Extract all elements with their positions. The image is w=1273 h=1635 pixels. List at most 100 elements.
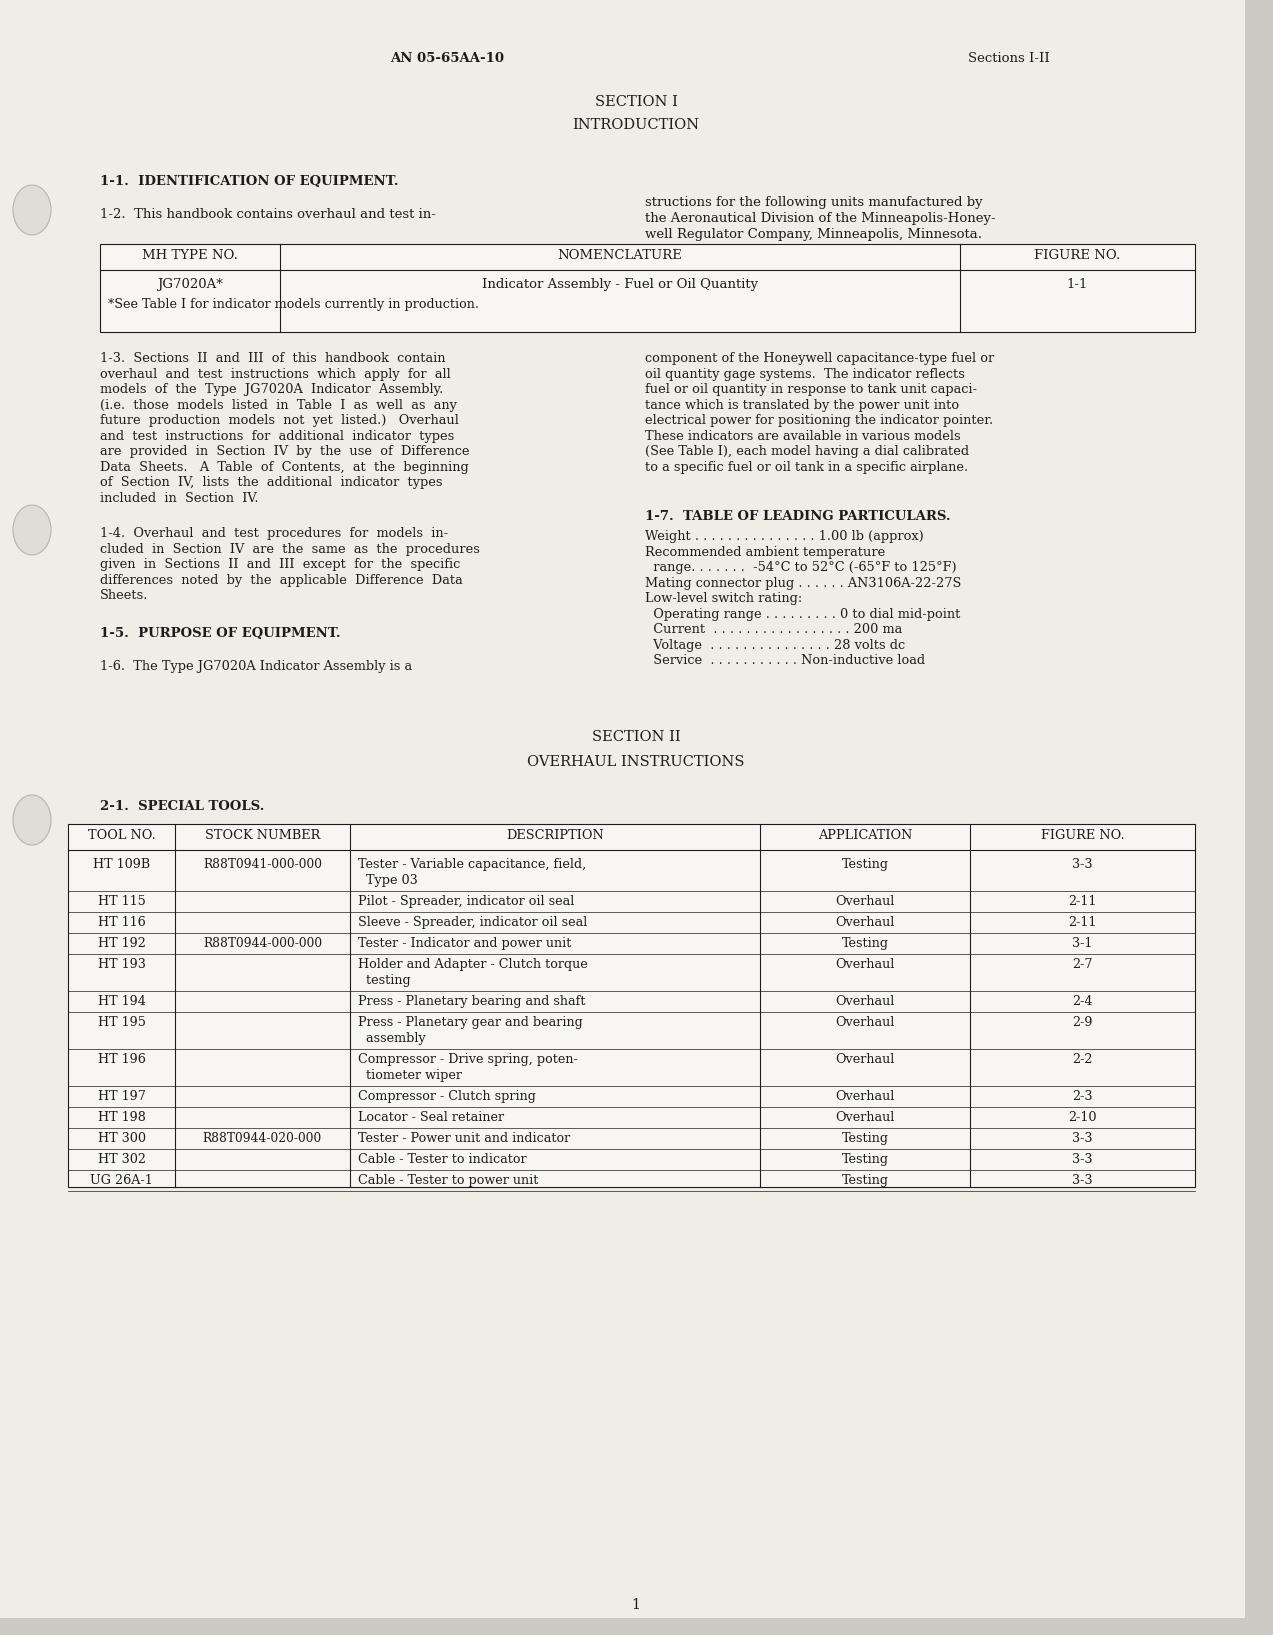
Text: 2-2: 2-2 <box>1072 1053 1092 1066</box>
Text: R88T0944-000-000: R88T0944-000-000 <box>202 937 322 950</box>
Text: JG7020A*: JG7020A* <box>157 278 223 291</box>
Text: MH TYPE NO.: MH TYPE NO. <box>143 249 238 262</box>
Text: AN 05-65AA-10: AN 05-65AA-10 <box>390 52 504 65</box>
Text: STOCK NUMBER: STOCK NUMBER <box>205 829 321 842</box>
Text: HT 197: HT 197 <box>98 1091 145 1104</box>
Text: and  test  instructions  for  additional  indicator  types: and test instructions for additional ind… <box>101 430 454 443</box>
Text: TOOL NO.: TOOL NO. <box>88 829 155 842</box>
Text: HT 196: HT 196 <box>98 1053 145 1066</box>
Ellipse shape <box>13 505 51 554</box>
Text: Recommended ambient temperature: Recommended ambient temperature <box>645 546 885 559</box>
Text: 2-7: 2-7 <box>1072 958 1092 971</box>
Text: Tester - Indicator and power unit: Tester - Indicator and power unit <box>358 937 572 950</box>
Text: R88T0944-020-000: R88T0944-020-000 <box>202 1131 322 1144</box>
Text: R88T0941-000-000: R88T0941-000-000 <box>202 858 322 871</box>
Text: 2-4: 2-4 <box>1072 996 1092 1009</box>
Text: cluded  in  Section  IV  are  the  same  as  the  procedures: cluded in Section IV are the same as the… <box>101 543 480 556</box>
Text: HT 109B: HT 109B <box>93 858 150 871</box>
Text: the Aeronautical Division of the Minneapolis-Honey-: the Aeronautical Division of the Minneap… <box>645 213 995 226</box>
Text: Operating range . . . . . . . . . 0 to dial mid-point: Operating range . . . . . . . . . 0 to d… <box>645 608 960 621</box>
Bar <box>1245 0 1273 1635</box>
Text: Compressor - Drive spring, poten-: Compressor - Drive spring, poten- <box>358 1053 578 1066</box>
Text: Testing: Testing <box>841 858 889 871</box>
Text: tiometer wiper: tiometer wiper <box>358 1069 462 1082</box>
Text: oil quantity gage systems.  The indicator reflects: oil quantity gage systems. The indicator… <box>645 368 965 381</box>
Text: structions for the following units manufactured by: structions for the following units manuf… <box>645 196 983 209</box>
Text: assembly: assembly <box>358 1032 425 1045</box>
Text: tance which is translated by the power unit into: tance which is translated by the power u… <box>645 399 959 412</box>
Text: Holder and Adapter - Clutch torque: Holder and Adapter - Clutch torque <box>358 958 588 971</box>
Text: Testing: Testing <box>841 1131 889 1144</box>
Text: 1-4.  Overhaul  and  test  procedures  for  models  in-: 1-4. Overhaul and test procedures for mo… <box>101 526 448 540</box>
Text: DESCRIPTION: DESCRIPTION <box>507 829 603 842</box>
Text: Data  Sheets.   A  Table  of  Contents,  at  the  beginning: Data Sheets. A Table of Contents, at the… <box>101 461 468 474</box>
Text: electrical power for positioning the indicator pointer.: electrical power for positioning the ind… <box>645 414 993 427</box>
Text: Voltage  . . . . . . . . . . . . . . . 28 volts dc: Voltage . . . . . . . . . . . . . . . 28… <box>645 639 905 651</box>
Text: 2-10: 2-10 <box>1068 1112 1097 1123</box>
Text: of  Section  IV,  lists  the  additional  indicator  types: of Section IV, lists the additional indi… <box>101 476 443 489</box>
Text: 1-1.  IDENTIFICATION OF EQUIPMENT.: 1-1. IDENTIFICATION OF EQUIPMENT. <box>101 175 398 188</box>
Text: Cable - Tester to indicator: Cable - Tester to indicator <box>358 1153 527 1166</box>
Text: Press - Planetary bearing and shaft: Press - Planetary bearing and shaft <box>358 996 586 1009</box>
Text: 2-11: 2-11 <box>1068 916 1096 929</box>
Text: included  in  Section  IV.: included in Section IV. <box>101 492 258 505</box>
Text: 2-3: 2-3 <box>1072 1091 1092 1104</box>
Text: Pilot - Spreader, indicator oil seal: Pilot - Spreader, indicator oil seal <box>358 894 574 907</box>
Text: Overhaul: Overhaul <box>835 916 895 929</box>
Text: are  provided  in  Section  IV  by  the  use  of  Difference: are provided in Section IV by the use of… <box>101 445 470 458</box>
Text: 1-3.  Sections  II  and  III  of  this  handbook  contain: 1-3. Sections II and III of this handboo… <box>101 352 446 365</box>
Text: 1: 1 <box>631 1597 640 1612</box>
Text: NOMENCLATURE: NOMENCLATURE <box>558 249 682 262</box>
Text: to a specific fuel or oil tank in a specific airplane.: to a specific fuel or oil tank in a spec… <box>645 461 969 474</box>
Text: (i.e.  those  models  listed  in  Table  I  as  well  as  any: (i.e. those models listed in Table I as … <box>101 399 457 412</box>
Text: Overhaul: Overhaul <box>835 894 895 907</box>
Ellipse shape <box>13 185 51 235</box>
Text: Sleeve - Spreader, indicator oil seal: Sleeve - Spreader, indicator oil seal <box>358 916 587 929</box>
Text: HT 195: HT 195 <box>98 1015 145 1028</box>
Text: HT 300: HT 300 <box>98 1131 145 1144</box>
Text: future  production  models  not  yet  listed.)   Overhaul: future production models not yet listed.… <box>101 414 458 427</box>
Text: Press - Planetary gear and bearing: Press - Planetary gear and bearing <box>358 1015 583 1028</box>
Text: 3-1: 3-1 <box>1072 937 1092 950</box>
Text: models  of  the  Type  JG7020A  Indicator  Assembly.: models of the Type JG7020A Indicator Ass… <box>101 383 443 396</box>
Text: Type 03: Type 03 <box>358 875 418 888</box>
Text: OVERHAUL INSTRUCTIONS: OVERHAUL INSTRUCTIONS <box>527 755 745 768</box>
Text: Sections I-II: Sections I-II <box>969 52 1050 65</box>
Text: HT 198: HT 198 <box>98 1112 145 1123</box>
Text: Overhaul: Overhaul <box>835 1053 895 1066</box>
Bar <box>101 244 1195 332</box>
Text: testing: testing <box>358 974 411 988</box>
Text: Indicator Assembly - Fuel or Oil Quantity: Indicator Assembly - Fuel or Oil Quantit… <box>482 278 757 291</box>
Bar <box>67 824 1195 1187</box>
Text: component of the Honeywell capacitance-type fuel or: component of the Honeywell capacitance-t… <box>645 352 994 365</box>
Text: Testing: Testing <box>841 1174 889 1187</box>
Text: FIGURE NO.: FIGURE NO. <box>1041 829 1124 842</box>
Text: 1-6.  The Type JG7020A Indicator Assembly is a: 1-6. The Type JG7020A Indicator Assembly… <box>101 661 412 674</box>
Text: 2-9: 2-9 <box>1072 1015 1092 1028</box>
Text: Locator - Seal retainer: Locator - Seal retainer <box>358 1112 504 1123</box>
Text: 2-1.  SPECIAL TOOLS.: 2-1. SPECIAL TOOLS. <box>101 800 265 813</box>
Text: Overhaul: Overhaul <box>835 958 895 971</box>
Text: Low-level switch rating:: Low-level switch rating: <box>645 592 802 605</box>
Text: HT 193: HT 193 <box>98 958 145 971</box>
Text: overhaul  and  test  instructions  which  apply  for  all: overhaul and test instructions which app… <box>101 368 451 381</box>
Text: SECTION II: SECTION II <box>592 729 680 744</box>
Text: FIGURE NO.: FIGURE NO. <box>1035 249 1120 262</box>
Text: Service  . . . . . . . . . . . Non-inductive load: Service . . . . . . . . . . . Non-induct… <box>645 654 925 667</box>
Bar <box>0 1619 1273 1635</box>
Text: Testing: Testing <box>841 937 889 950</box>
Text: HT 116: HT 116 <box>98 916 145 929</box>
Text: Current  . . . . . . . . . . . . . . . . . 200 ma: Current . . . . . . . . . . . . . . . . … <box>645 623 903 636</box>
Text: Overhaul: Overhaul <box>835 996 895 1009</box>
Text: range. . . . . . .  -54°C to 52°C (-65°F to 125°F): range. . . . . . . -54°C to 52°C (-65°F … <box>645 561 956 574</box>
Text: Overhaul: Overhaul <box>835 1112 895 1123</box>
Text: 1-5.  PURPOSE OF EQUIPMENT.: 1-5. PURPOSE OF EQUIPMENT. <box>101 626 341 639</box>
Text: SECTION I: SECTION I <box>594 95 677 110</box>
Text: 3-3: 3-3 <box>1072 1131 1092 1144</box>
Text: differences  noted  by  the  applicable  Difference  Data: differences noted by the applicable Diff… <box>101 574 463 587</box>
Text: 1-1: 1-1 <box>1067 278 1088 291</box>
Text: Sheets.: Sheets. <box>101 589 149 602</box>
Text: Overhaul: Overhaul <box>835 1015 895 1028</box>
Text: HT 192: HT 192 <box>98 937 145 950</box>
Text: HT 302: HT 302 <box>98 1153 145 1166</box>
